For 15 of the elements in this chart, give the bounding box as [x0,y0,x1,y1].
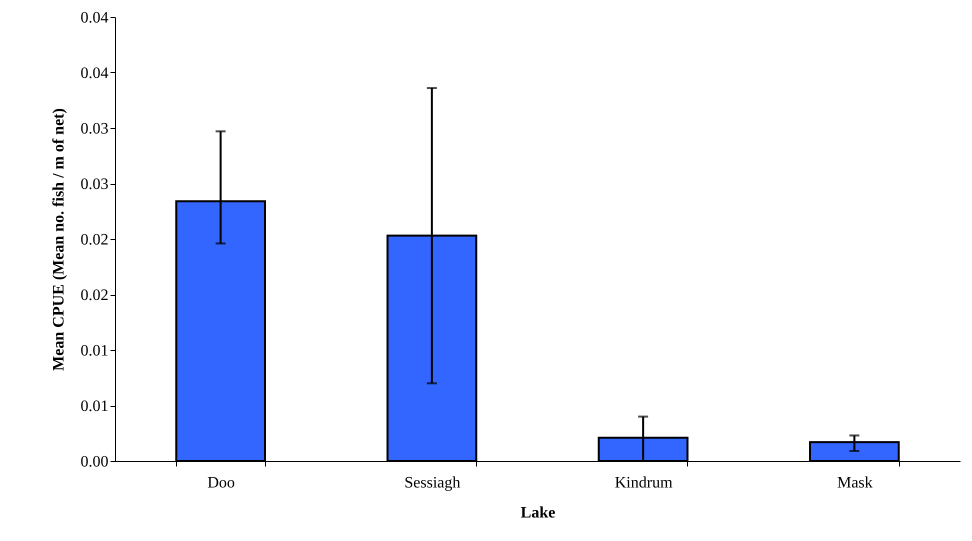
x-axis-title: Lake [520,504,556,522]
y-tick-label: 0.03 [80,120,108,138]
y-tick-label: 0.01 [80,398,108,415]
y-tick-label: 0.04 [80,65,108,82]
x-tick-label: Kindrum [614,474,674,492]
x-tick-label: Doo [207,474,235,492]
y-tick-label: 0.00 [80,454,108,470]
y-axis-title: Mean CPUE (Mean no. fish / m of net) [50,108,68,371]
y-tick-label: 0.04 [80,10,108,26]
y-tick-label: 0.02 [80,232,108,248]
x-tick-label: Mask [837,474,873,492]
y-tick-label: 0.03 [80,176,108,193]
y-tick-label: 0.01 [80,342,108,360]
y-tick-label: 0.02 [80,287,108,304]
x-tick-label: Sessiagh [404,474,460,492]
